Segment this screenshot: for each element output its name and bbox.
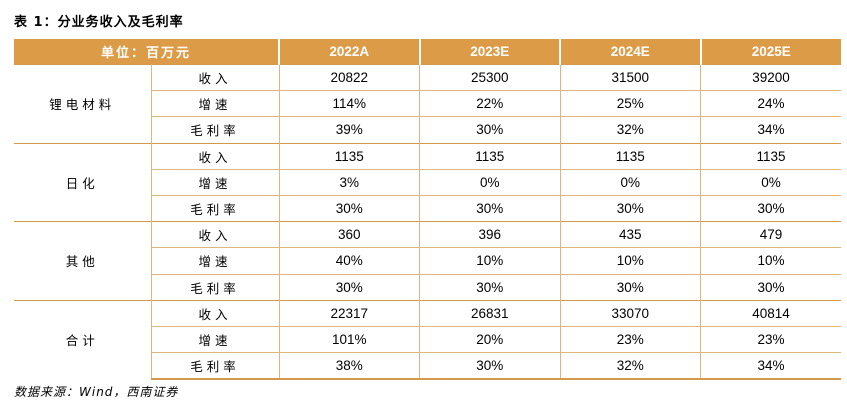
value-cell: 32% xyxy=(560,352,702,381)
value-cell: 0% xyxy=(700,168,842,196)
value-cell: 22% xyxy=(419,90,561,117)
table-row: 增速 40% 10% 10% 10% xyxy=(14,247,842,274)
metric-label: 收入 xyxy=(151,221,280,248)
value-cell: 30% xyxy=(700,273,842,301)
source-note: 数据来源：Wind，西南证券 xyxy=(14,385,179,399)
segment-label: 其他 xyxy=(14,221,152,301)
value-cell: 40814 xyxy=(700,299,842,327)
table-row: 毛利率 30% 30% 30% 30% xyxy=(14,273,842,301)
value-cell: 1135 xyxy=(560,142,702,170)
value-cell: 1135 xyxy=(700,142,842,170)
table-header: 单位：百万元 2022A 2023E 2024E 2025E xyxy=(14,39,842,65)
table-row: 合计 收入 22317 26831 33070 40814 xyxy=(14,299,842,380)
table-row: 日化 收入 1135 1135 1135 1135 xyxy=(14,142,842,222)
value-cell: 20% xyxy=(419,325,561,353)
value-cell: 30% xyxy=(419,116,561,144)
value-cell: 101% xyxy=(279,325,421,353)
metric-label: 收入 xyxy=(151,299,280,327)
value-cell: 1135 xyxy=(279,142,421,170)
value-cell: 33070 xyxy=(560,299,702,327)
value-cell: 39% xyxy=(279,116,421,144)
value-cell: 396 xyxy=(419,221,561,248)
segment-label: 锂电材料 xyxy=(14,64,152,144)
value-cell: 30% xyxy=(560,273,702,301)
metric-label: 毛利率 xyxy=(151,352,280,381)
table-row: 增速 114% 22% 25% 24% xyxy=(14,90,842,117)
value-cell: 22317 xyxy=(279,299,421,327)
value-cell: 10% xyxy=(700,247,842,274)
header-row: 单位：百万元 2022A 2023E 2024E 2025E xyxy=(14,39,842,65)
value-cell: 0% xyxy=(560,168,702,196)
value-cell: 25300 xyxy=(419,63,561,91)
value-cell: 25% xyxy=(560,90,702,117)
metric-label: 增速 xyxy=(151,168,280,196)
table-row: 增速 3% 0% 0% 0% xyxy=(14,168,842,196)
value-cell: 30% xyxy=(419,352,561,381)
value-cell: 360 xyxy=(279,221,421,248)
metric-label: 收入 xyxy=(151,142,280,170)
metric-label: 毛利率 xyxy=(151,116,280,144)
year-header: 2024E xyxy=(559,39,701,65)
table-row: 毛利率 30% 30% 30% 30% xyxy=(14,194,842,222)
year-header: 2022A xyxy=(278,39,420,65)
value-cell: 40% xyxy=(279,247,421,274)
value-cell: 24% xyxy=(700,90,842,117)
value-cell: 31500 xyxy=(560,63,702,91)
value-cell: 10% xyxy=(560,247,702,274)
value-cell: 30% xyxy=(419,273,561,301)
value-cell: 39200 xyxy=(700,63,842,91)
value-cell: 3% xyxy=(279,168,421,196)
value-cell: 26831 xyxy=(419,299,561,327)
value-cell: 1135 xyxy=(419,142,561,170)
table-row: 增速 101% 20% 23% 23% xyxy=(14,325,842,353)
year-header: 2023E xyxy=(418,39,561,65)
table-row: 锂电材料 收入 20822 25300 31500 39200 xyxy=(14,63,842,144)
value-cell: 114% xyxy=(279,90,421,117)
value-cell: 30% xyxy=(700,194,842,222)
value-cell: 435 xyxy=(560,221,702,248)
value-cell: 30% xyxy=(279,273,421,301)
value-cell: 30% xyxy=(279,194,421,222)
value-cell: 32% xyxy=(560,116,702,144)
value-cell: 10% xyxy=(419,247,561,274)
value-cell: 0% xyxy=(419,168,561,196)
metric-label: 毛利率 xyxy=(151,194,280,222)
unit-header: 单位：百万元 xyxy=(14,39,280,65)
value-cell: 23% xyxy=(560,325,702,353)
value-cell: 20822 xyxy=(279,63,421,91)
value-cell: 38% xyxy=(279,352,421,381)
table-row: 其他 收入 360 396 435 479 xyxy=(14,221,842,301)
metric-label: 收入 xyxy=(151,63,280,91)
value-cell: 34% xyxy=(700,116,842,144)
revenue-margin-table: 单位：百万元 2022A 2023E 2024E 2025E 锂电材料 收入 2… xyxy=(14,39,842,381)
table-row: 毛利率 39% 30% 32% 34% xyxy=(14,116,842,144)
value-cell: 34% xyxy=(700,352,842,381)
metric-label: 增速 xyxy=(151,247,280,274)
value-cell: 479 xyxy=(700,221,842,248)
segment-label: 合计 xyxy=(14,299,152,380)
metric-label: 毛利率 xyxy=(151,273,280,301)
year-header: 2025E xyxy=(699,39,842,65)
table-row: 毛利率 38% 30% 32% 34% xyxy=(14,352,842,381)
segment-label: 日化 xyxy=(14,142,152,222)
table-body: 锂电材料 收入 20822 25300 31500 39200 增速 114% … xyxy=(14,63,842,381)
metric-label: 增速 xyxy=(151,90,280,117)
metric-label: 增速 xyxy=(151,325,280,353)
table-title: 表 1：分业务收入及毛利率 xyxy=(14,15,184,30)
value-cell: 23% xyxy=(700,325,842,353)
value-cell: 30% xyxy=(560,194,702,222)
value-cell: 30% xyxy=(419,194,561,222)
